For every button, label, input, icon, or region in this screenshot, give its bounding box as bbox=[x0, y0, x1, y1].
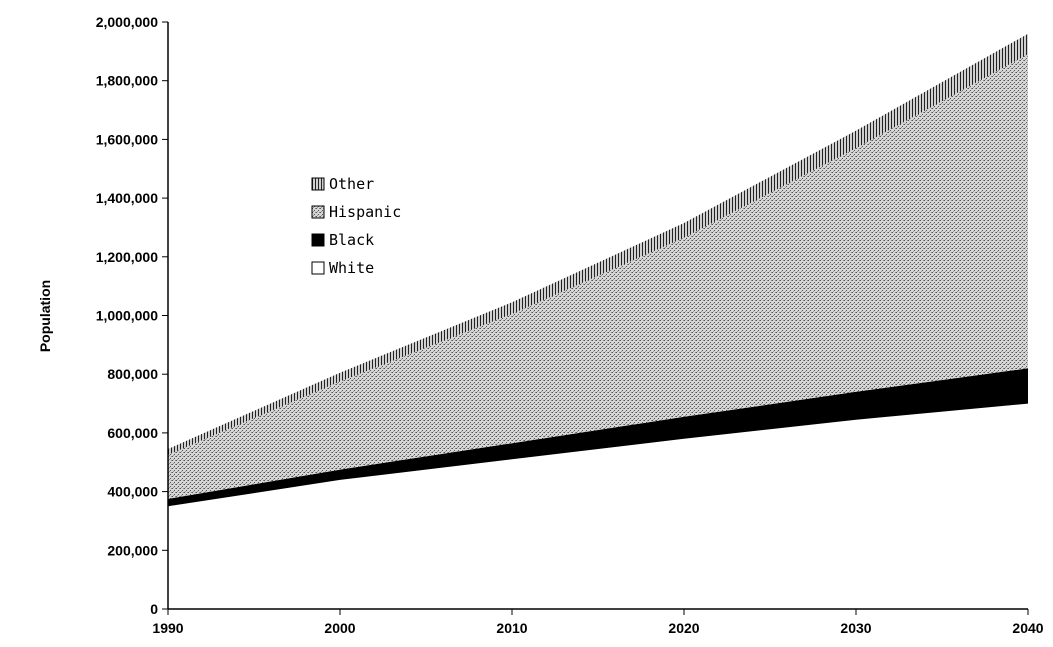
area-black bbox=[168, 368, 1028, 507]
y-tick-label: 1,000,000 bbox=[96, 308, 158, 324]
legend-swatch-white bbox=[311, 261, 325, 275]
axes bbox=[162, 21, 1029, 615]
series-areas bbox=[168, 33, 1028, 609]
area-hispanic bbox=[168, 54, 1028, 499]
y-axis-title: Population bbox=[37, 280, 53, 352]
y-tick-label: 1,400,000 bbox=[96, 190, 158, 206]
legend-label-black: Black bbox=[329, 231, 374, 249]
y-tick-label: 400,000 bbox=[107, 484, 158, 500]
x-tick-label: 2000 bbox=[324, 620, 355, 636]
legend-label-other: Other bbox=[329, 175, 374, 193]
y-tick-label: 1,800,000 bbox=[96, 73, 158, 89]
area-white bbox=[168, 403, 1028, 609]
y-tick-label: 600,000 bbox=[107, 425, 158, 441]
y-tick-label: 2,000,000 bbox=[96, 14, 158, 30]
area-other bbox=[168, 33, 1028, 455]
y-tick-label: 0 bbox=[150, 601, 158, 617]
y-tick-label: 800,000 bbox=[107, 366, 158, 382]
y-tick-label: 200,000 bbox=[107, 542, 158, 558]
x-tick-label: 2040 bbox=[1012, 620, 1043, 636]
y-tick-label: 1,200,000 bbox=[96, 249, 158, 265]
legend-label-white: White bbox=[329, 259, 374, 277]
x-tick-label: 2030 bbox=[840, 620, 871, 636]
x-tick-label: 2020 bbox=[668, 620, 699, 636]
legend-swatch-other bbox=[311, 177, 325, 191]
x-tick-label: 2010 bbox=[496, 620, 527, 636]
legend-swatch-black bbox=[311, 233, 325, 247]
legend-label-hispanic: Hispanic bbox=[329, 203, 401, 221]
y-tick-label: 1,600,000 bbox=[96, 131, 158, 147]
legend-swatch-hispanic bbox=[311, 205, 325, 219]
tick-labels: 0 200,000 400,000 600,000 800,000 1,000,000 1,… bbox=[96, 14, 1044, 636]
x-tick-label: 1990 bbox=[152, 620, 183, 636]
legend: Other Hispanic Black White bbox=[311, 175, 401, 277]
